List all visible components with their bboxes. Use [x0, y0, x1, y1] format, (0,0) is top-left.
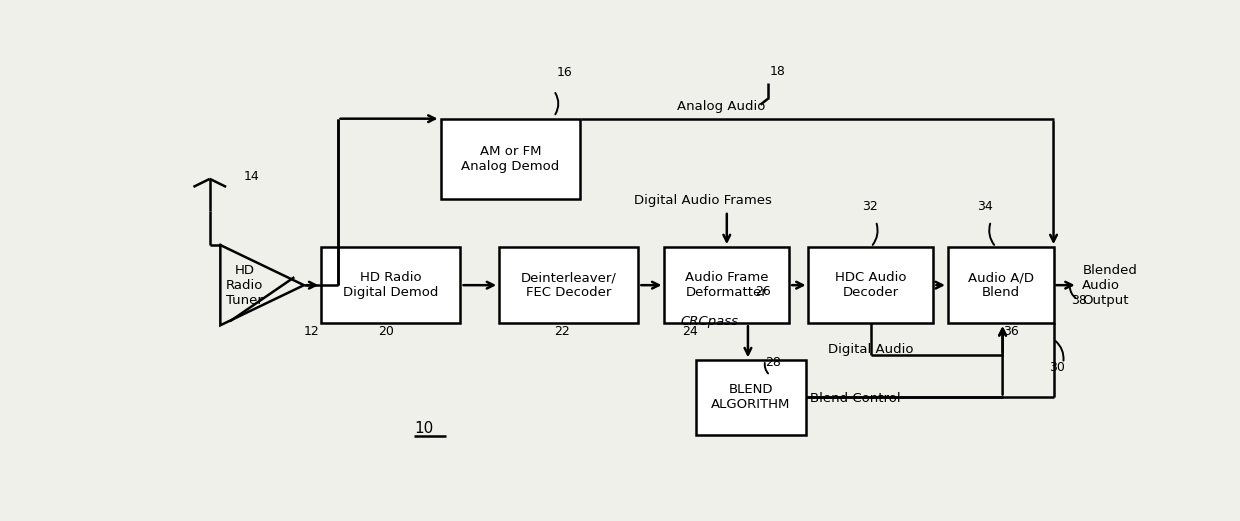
- Text: 18: 18: [770, 65, 786, 78]
- Text: 24: 24: [682, 325, 697, 338]
- Text: HD
Radio
Tuner: HD Radio Tuner: [226, 264, 263, 307]
- Text: 20: 20: [378, 325, 394, 338]
- Text: 38: 38: [1071, 293, 1086, 306]
- Text: 28: 28: [765, 356, 781, 369]
- Text: Blended
Audio
Output: Blended Audio Output: [1083, 264, 1137, 307]
- Text: 26: 26: [755, 284, 770, 297]
- Text: 34: 34: [977, 201, 992, 214]
- Text: BLEND
ALGORITHM: BLEND ALGORITHM: [711, 383, 791, 412]
- Text: HD Radio
Digital Demod: HD Radio Digital Demod: [342, 271, 438, 299]
- Text: 36: 36: [1003, 325, 1018, 338]
- Text: HDC Audio
Decoder: HDC Audio Decoder: [836, 271, 906, 299]
- Bar: [947, 247, 1054, 323]
- Bar: [665, 247, 789, 323]
- Text: 30: 30: [1049, 361, 1065, 374]
- Bar: [696, 361, 806, 435]
- Text: Digital Audio Frames: Digital Audio Frames: [634, 194, 771, 207]
- Text: Digital Audio: Digital Audio: [828, 343, 914, 356]
- Text: 10: 10: [414, 421, 434, 436]
- Text: Deinterleaver/
FEC Decoder: Deinterleaver/ FEC Decoder: [521, 271, 616, 299]
- Bar: [808, 247, 934, 323]
- Bar: [498, 247, 637, 323]
- Text: 12: 12: [304, 325, 320, 338]
- Text: CRCpass: CRCpass: [681, 315, 739, 328]
- Text: 14: 14: [243, 170, 259, 183]
- Text: 22: 22: [554, 325, 569, 338]
- Bar: [321, 247, 460, 323]
- Text: Audio A/D
Blend: Audio A/D Blend: [967, 271, 1034, 299]
- Text: Blend Control: Blend Control: [811, 392, 901, 405]
- Text: Analog Audio: Analog Audio: [677, 100, 765, 113]
- Text: 16: 16: [557, 66, 573, 79]
- Text: Audio Frame
Deformatter: Audio Frame Deformatter: [684, 271, 769, 299]
- Bar: [441, 119, 580, 199]
- Text: AM or FM
Analog Demod: AM or FM Analog Demod: [461, 145, 559, 173]
- Text: 32: 32: [862, 201, 878, 214]
